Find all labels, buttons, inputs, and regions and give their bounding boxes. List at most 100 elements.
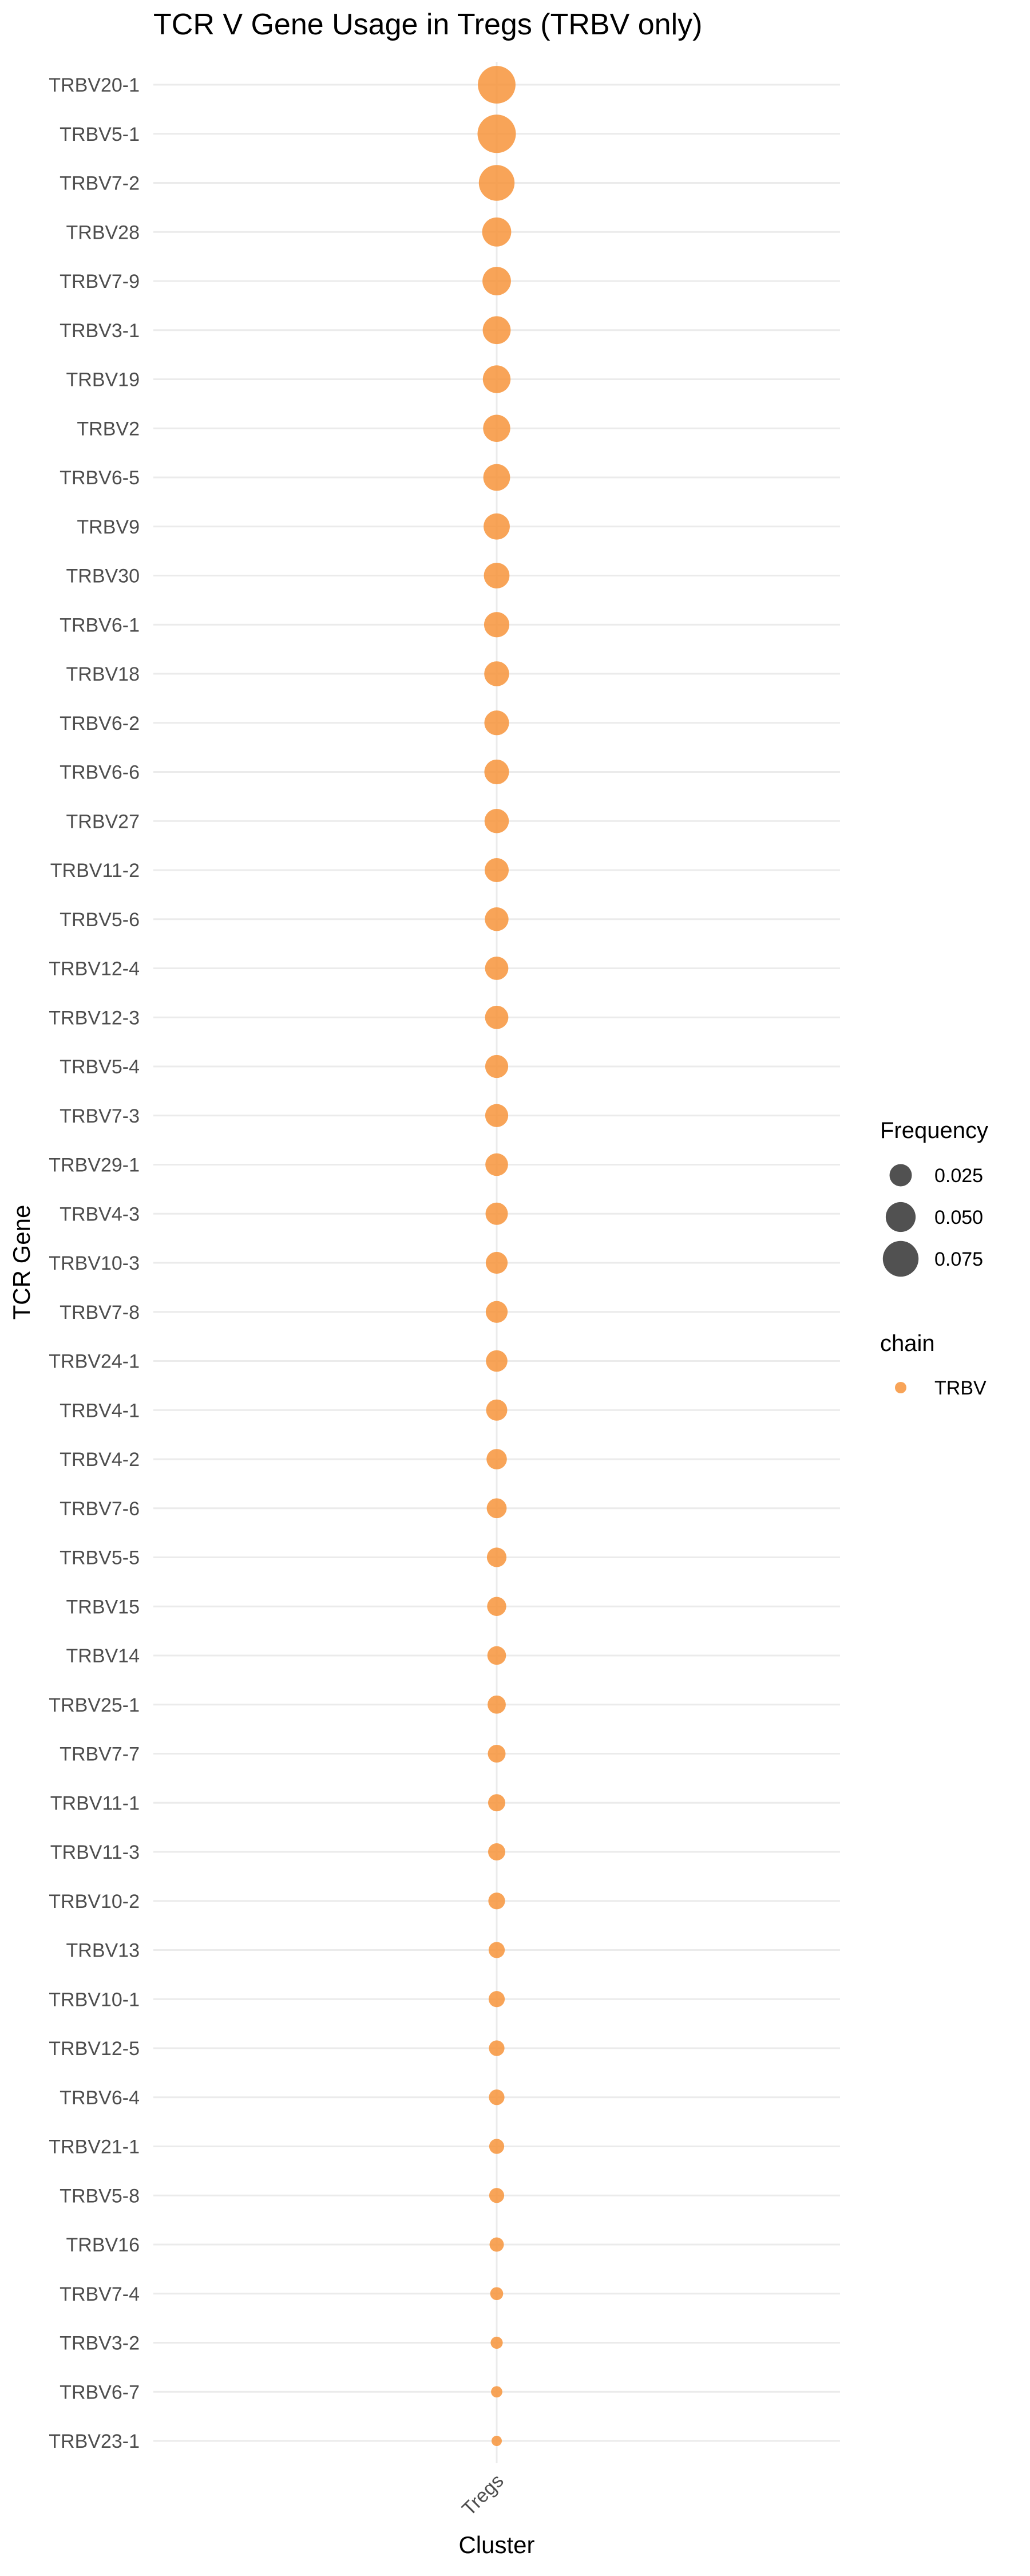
- data-point: [485, 1005, 509, 1029]
- size-legend-key: [882, 1240, 919, 1277]
- data-point: [489, 2237, 504, 2252]
- y-tick-label: TRBV3-1: [60, 320, 140, 342]
- y-tick-label: TRBV6-2: [60, 713, 140, 734]
- data-point: [485, 1251, 508, 1274]
- chart-title: TCR V Gene Usage in Tregs (TRBV only): [153, 8, 702, 41]
- data-point: [482, 316, 511, 345]
- y-tick-label: TRBV9: [77, 516, 140, 538]
- data-point: [478, 165, 515, 201]
- data-point: [478, 66, 516, 104]
- data-point: [488, 1695, 506, 1714]
- data-point: [485, 1202, 508, 1225]
- y-tick-label: TRBV10-3: [49, 1253, 140, 1274]
- size-legend-label: 0.050: [934, 1207, 983, 1228]
- y-tick-label: TRBV25-1: [49, 1694, 140, 1716]
- y-tick-label: TRBV16: [66, 2234, 140, 2256]
- y-tick-label: TRBV14: [66, 1645, 140, 1667]
- color-legend-label: TRBV: [934, 1377, 987, 1399]
- y-tick-label: TRBV28: [66, 222, 140, 243]
- size-legend: Frequency 0.025 0.050 0.075: [880, 1118, 988, 1277]
- y-tick-label: TRBV7-2: [60, 173, 140, 195]
- y-tick-label: TRBV5-5: [60, 1547, 140, 1569]
- x-axis-title: Cluster: [458, 2531, 534, 2558]
- data-point: [488, 1893, 505, 1910]
- data-point: [488, 1942, 505, 1958]
- data-point: [484, 710, 509, 736]
- data-point: [488, 1745, 506, 1763]
- y-tick-label: TRBV7-6: [60, 1498, 140, 1520]
- data-point: [484, 759, 509, 785]
- data-point: [486, 1449, 507, 1469]
- y-tick-label: TRBV11-1: [50, 1792, 140, 1814]
- data-point: [491, 2386, 502, 2398]
- data-point: [485, 1104, 509, 1127]
- y-tick-label: TRBV21-1: [49, 2136, 140, 2158]
- data-point: [488, 1843, 505, 1860]
- data-point: [482, 365, 511, 393]
- data-point: [486, 1399, 508, 1421]
- data-point: [489, 2139, 505, 2154]
- y-tick-label: TRBV12-5: [49, 2038, 140, 2060]
- y-tick-label: TRBV7-4: [60, 2283, 140, 2305]
- y-tick-labels: TRBV20-1 TRBV5-1 TRBV7-2 TRBV28 TRBV7-9 TRBV3…: [49, 74, 140, 2452]
- size-legend-label: 0.025: [934, 1165, 983, 1187]
- y-tick-label: TRBV4-3: [60, 1203, 140, 1225]
- y-tick-label: TRBV5-4: [60, 1056, 140, 1078]
- y-tick-label: TRBV7-9: [60, 271, 140, 293]
- data-point: [487, 1597, 506, 1616]
- y-tick-label: TRBV24-1: [49, 1351, 140, 1373]
- y-tick-label: TRBV6-5: [60, 467, 140, 489]
- data-point: [489, 2188, 505, 2203]
- data-points: [477, 66, 516, 2446]
- data-point: [487, 1646, 506, 1665]
- y-tick-label: TRBV7-3: [60, 1105, 140, 1127]
- data-point: [482, 217, 512, 247]
- y-tick-label: TRBV18: [66, 663, 140, 685]
- y-tick-label: TRBV5-6: [60, 909, 140, 931]
- color-legend-title: chain: [880, 1331, 935, 1356]
- y-tick-label: TRBV29-1: [49, 1155, 140, 1176]
- data-point: [490, 2287, 504, 2301]
- y-tick-label: TRBV15: [66, 1596, 140, 1618]
- data-point: [492, 2436, 502, 2446]
- y-tick-label: TRBV12-4: [49, 958, 140, 980]
- data-point: [485, 1054, 509, 1078]
- y-tick-label: TRBV6-7: [60, 2381, 140, 2403]
- data-point: [484, 563, 510, 588]
- y-tick-label: TRBV11-2: [50, 860, 140, 882]
- y-tick-label: TRBV10-2: [49, 1891, 140, 1913]
- data-point: [486, 1547, 507, 1567]
- size-legend-title: Frequency: [880, 1118, 988, 1143]
- y-tick-label: TRBV2: [77, 418, 140, 440]
- size-legend-key: [885, 1202, 916, 1232]
- y-tick-label: TRBV7-7: [60, 1744, 140, 1765]
- y-tick-label: TRBV19: [66, 369, 140, 391]
- data-point: [488, 1991, 505, 2008]
- data-point: [483, 414, 510, 442]
- y-tick-label: TRBV7-8: [60, 1302, 140, 1323]
- y-axis-title: TCR Gene: [8, 1205, 35, 1320]
- y-tick-label: TRBV27: [66, 811, 140, 832]
- data-point: [482, 267, 511, 295]
- data-point: [484, 612, 510, 638]
- data-point: [484, 513, 510, 540]
- data-point: [485, 957, 509, 980]
- y-tick-label: TRBV30: [66, 566, 140, 587]
- y-tick-label: TRBV20-1: [49, 74, 140, 96]
- y-tick-label: TRBV11-3: [50, 1842, 140, 1863]
- y-tick-label: TRBV13: [66, 1940, 140, 1962]
- data-point: [486, 1498, 507, 1519]
- y-tick-label: TRBV5-8: [60, 2185, 140, 2207]
- y-tick-label: TRBV6-4: [60, 2087, 140, 2109]
- data-point: [486, 1350, 508, 1372]
- x-tick-labels: Tregs: [458, 2470, 508, 2520]
- data-point: [490, 2336, 503, 2349]
- y-tick-label: TRBV6-1: [60, 614, 140, 636]
- y-tick-label: TRBV12-3: [49, 1007, 140, 1029]
- size-legend-label: 0.075: [934, 1249, 983, 1270]
- data-point: [477, 114, 516, 153]
- data-point: [488, 1794, 505, 1812]
- x-tick-label: Tregs: [458, 2470, 508, 2520]
- data-point: [484, 661, 509, 686]
